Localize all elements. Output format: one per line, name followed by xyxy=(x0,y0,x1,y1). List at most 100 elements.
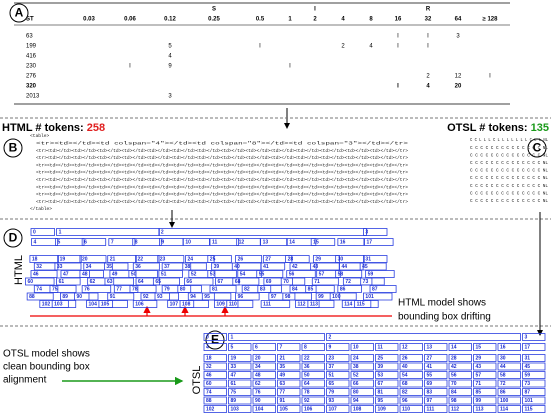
cell-index: 98 xyxy=(451,398,457,404)
cell-box xyxy=(497,405,521,413)
cell-index: 0 xyxy=(33,230,36,236)
cell-box xyxy=(312,255,340,263)
html-code-line: <tr><td></td><td></td><td></td><td></td>… xyxy=(36,155,408,161)
cell-index: 6 xyxy=(255,345,258,351)
cell-box xyxy=(285,255,310,263)
cell-box xyxy=(235,292,260,301)
cell-index: 85 xyxy=(476,390,482,396)
cell-box xyxy=(203,354,227,362)
cell-index: 91 xyxy=(110,294,116,300)
cell-box xyxy=(158,228,367,236)
cell-index: 88 xyxy=(29,294,35,300)
column-header: 0.12 xyxy=(164,17,176,23)
cell-index: 110 xyxy=(229,302,237,308)
cell-box xyxy=(326,362,350,371)
cell-index: 36 xyxy=(135,264,141,270)
table-cell: 199 xyxy=(26,44,37,50)
cell-box xyxy=(98,300,128,308)
cell-index: 20 xyxy=(255,356,261,362)
cell-index: 21 xyxy=(280,356,286,362)
cell-index: 16 xyxy=(340,240,346,246)
cell-box xyxy=(375,343,399,351)
html-code-line: <tr><td></td><td colspan="4"></td><td co… xyxy=(36,141,408,147)
cell-box xyxy=(522,333,546,341)
cell-box xyxy=(135,277,161,286)
cell-index: 29 xyxy=(476,356,482,362)
cell-index: 31 xyxy=(365,257,371,263)
cell-index: 13 xyxy=(427,345,433,351)
html-code-line: <tr><td></td><td></td><td></td><td></td>… xyxy=(36,148,408,154)
cell-box xyxy=(31,238,59,246)
cell-box xyxy=(350,396,374,405)
cell-index: 94 xyxy=(190,294,196,300)
cell-index: 46 xyxy=(206,373,212,379)
cell-box xyxy=(448,405,472,413)
table-cell: 276 xyxy=(26,74,37,80)
cell-box xyxy=(326,379,350,388)
cell-index: 27 xyxy=(265,257,271,263)
cell-index: 109 xyxy=(378,407,387,413)
token-label: OTSL # tokens: 135 xyxy=(447,122,549,134)
cell-box xyxy=(107,255,137,263)
cell-box xyxy=(277,388,301,396)
cell-index: 2 xyxy=(329,335,332,341)
cell-box xyxy=(342,277,373,286)
cell-box xyxy=(310,238,336,246)
cell-box xyxy=(187,292,215,301)
cell-box xyxy=(81,238,107,246)
cell-box xyxy=(350,354,374,362)
cell-index: 81 xyxy=(212,287,218,293)
column-header: 4 xyxy=(341,17,345,23)
cell-box xyxy=(203,343,227,351)
cell-box xyxy=(252,405,276,413)
cell-box xyxy=(424,388,448,396)
cell-box xyxy=(350,379,374,388)
cell-index: 39 xyxy=(378,364,384,370)
cell-index: 36 xyxy=(304,364,310,370)
cell-box xyxy=(203,333,227,341)
group-header: S xyxy=(212,7,216,13)
panel-badge xyxy=(3,228,23,248)
cell-index: 93 xyxy=(329,398,335,404)
cell-index: 23 xyxy=(160,257,166,263)
cell-box xyxy=(326,396,350,405)
cell-box xyxy=(132,300,158,308)
cell-index: 28 xyxy=(288,257,294,263)
cell-box xyxy=(188,270,216,278)
cell-index: 57 xyxy=(476,373,482,379)
cell-index: 99 xyxy=(476,398,482,404)
cell-box xyxy=(307,300,335,308)
cell-index: 56 xyxy=(289,272,295,278)
cell-index: 72 xyxy=(345,279,351,285)
cell-box xyxy=(337,238,365,246)
cell-index: 25 xyxy=(210,257,216,263)
cell-index: 49 xyxy=(280,373,286,379)
cell-index: 114 xyxy=(500,407,508,413)
cell-box xyxy=(257,285,282,293)
html-code-line: <tr><td></td><td></td><td></td><td></td>… xyxy=(36,192,408,198)
table-cell: 5 xyxy=(168,44,172,50)
cell-box xyxy=(49,285,77,293)
cell-box xyxy=(399,354,423,362)
cell-box xyxy=(365,270,395,278)
cell-index: 90 xyxy=(255,398,261,404)
cell-index: 71 xyxy=(476,381,482,387)
cell-box xyxy=(207,270,237,278)
cell-box xyxy=(326,371,350,379)
cell-index: 53 xyxy=(378,373,384,379)
cell-index: 69 xyxy=(266,279,272,285)
cell-box xyxy=(286,270,316,278)
cell-box xyxy=(74,292,99,301)
cell-index: 19 xyxy=(231,356,237,362)
table-cell: I xyxy=(427,34,429,40)
cell-index: 73 xyxy=(525,381,531,387)
cell-box xyxy=(184,277,214,286)
cell-index: 32 xyxy=(36,264,42,270)
cell-index: 81 xyxy=(378,390,384,396)
cell-box xyxy=(161,285,192,293)
panel-badge xyxy=(205,330,225,350)
cell-box xyxy=(260,238,288,246)
cell-box xyxy=(497,362,521,371)
cell-box xyxy=(277,362,301,371)
cell-index: 66 xyxy=(353,381,359,387)
